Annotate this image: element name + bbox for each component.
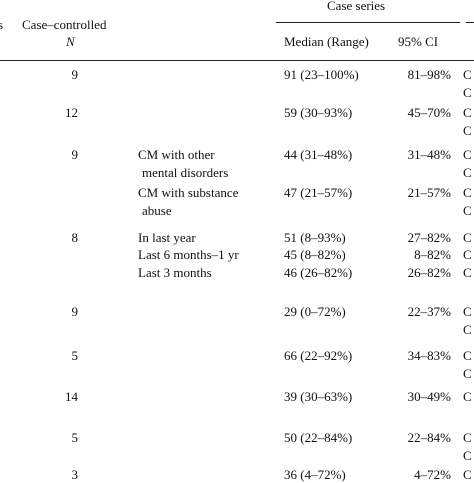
n-value: 8: [71, 230, 79, 245]
cut-cell: C: [463, 467, 472, 482]
cut-cell: C: [463, 67, 472, 82]
cut-cell: C: [463, 85, 472, 100]
subgroup: mental disorders: [142, 165, 229, 180]
median: 50 (22–84%): [284, 430, 353, 445]
cut-cell: C: [463, 230, 472, 245]
ci: 4–72%: [414, 467, 451, 482]
group-rule: [276, 22, 460, 23]
subgroup: CM with substance: [138, 185, 239, 200]
cut-cell: C: [463, 147, 472, 162]
n-value: 14: [65, 389, 78, 404]
cut-cell: C: [463, 185, 472, 200]
cut-cell: C: [463, 430, 472, 445]
cut-cell: C: [463, 322, 472, 337]
ci: 8–82%: [414, 247, 451, 262]
cut-cell: C: [463, 105, 472, 120]
n-value: 9: [71, 67, 79, 82]
subgroup: CM with other: [138, 147, 215, 162]
median: 66 (22–92%): [284, 348, 353, 363]
cut-header: s: [0, 17, 4, 32]
cut-cell: C: [463, 165, 472, 180]
ci: 45–70%: [407, 105, 451, 120]
median-header: Median (Range): [284, 34, 369, 49]
ci: 22–37%: [407, 304, 451, 319]
subgroup: Last 3 months: [138, 265, 212, 280]
median: 29 (0–72%): [284, 304, 346, 319]
median: 44 (31–48%): [284, 147, 353, 162]
median: 46 (26–82%): [284, 265, 353, 280]
cut-cell: C: [463, 247, 472, 262]
median: 91 (23–100%): [284, 67, 359, 82]
n-symbol: N: [66, 34, 75, 49]
n-value: 9: [71, 147, 79, 162]
median: 51 (8–93%): [284, 230, 346, 245]
median: 47 (21–57%): [284, 185, 353, 200]
cut-cell: C: [463, 348, 472, 363]
ci: 34–83%: [407, 348, 451, 363]
ci: 30–49%: [407, 389, 451, 404]
subgroup: In last year: [138, 230, 196, 245]
ci: 22–84%: [407, 430, 451, 445]
group-title: Case series: [327, 0, 386, 13]
n-value: 12: [65, 105, 78, 120]
header-rule: [0, 60, 474, 61]
subgroup: abuse: [142, 203, 172, 218]
cut-cell: C: [463, 304, 472, 319]
ci: 21–57%: [407, 185, 451, 200]
ci: 81–98%: [407, 67, 451, 82]
median: 39 (30–63%): [284, 389, 353, 404]
n-value: 5: [71, 430, 79, 445]
ci: 31–48%: [407, 147, 451, 162]
n-value: 9: [71, 304, 79, 319]
median: 59 (30–93%): [284, 105, 353, 120]
n-value: 3: [71, 467, 79, 482]
cut-cell: C: [463, 366, 472, 381]
subgroup: Last 6 months–1 yr: [138, 247, 239, 262]
group-rule-right: [466, 22, 474, 23]
ci-header: 95% CI: [398, 34, 439, 49]
cut-cell: C: [463, 123, 472, 138]
cut-cell: C: [463, 448, 472, 463]
cut-cell: C: [463, 203, 472, 218]
n-title: Case–controlled: [22, 17, 107, 32]
median: 45 (8–82%): [284, 247, 346, 262]
ci: 27–82%: [407, 230, 451, 245]
median: 36 (4–72%): [284, 467, 346, 482]
n-value: 5: [71, 348, 79, 363]
cut-cell: C: [463, 265, 472, 280]
cut-cell: C: [463, 389, 472, 404]
ci: 26–82%: [407, 265, 451, 280]
